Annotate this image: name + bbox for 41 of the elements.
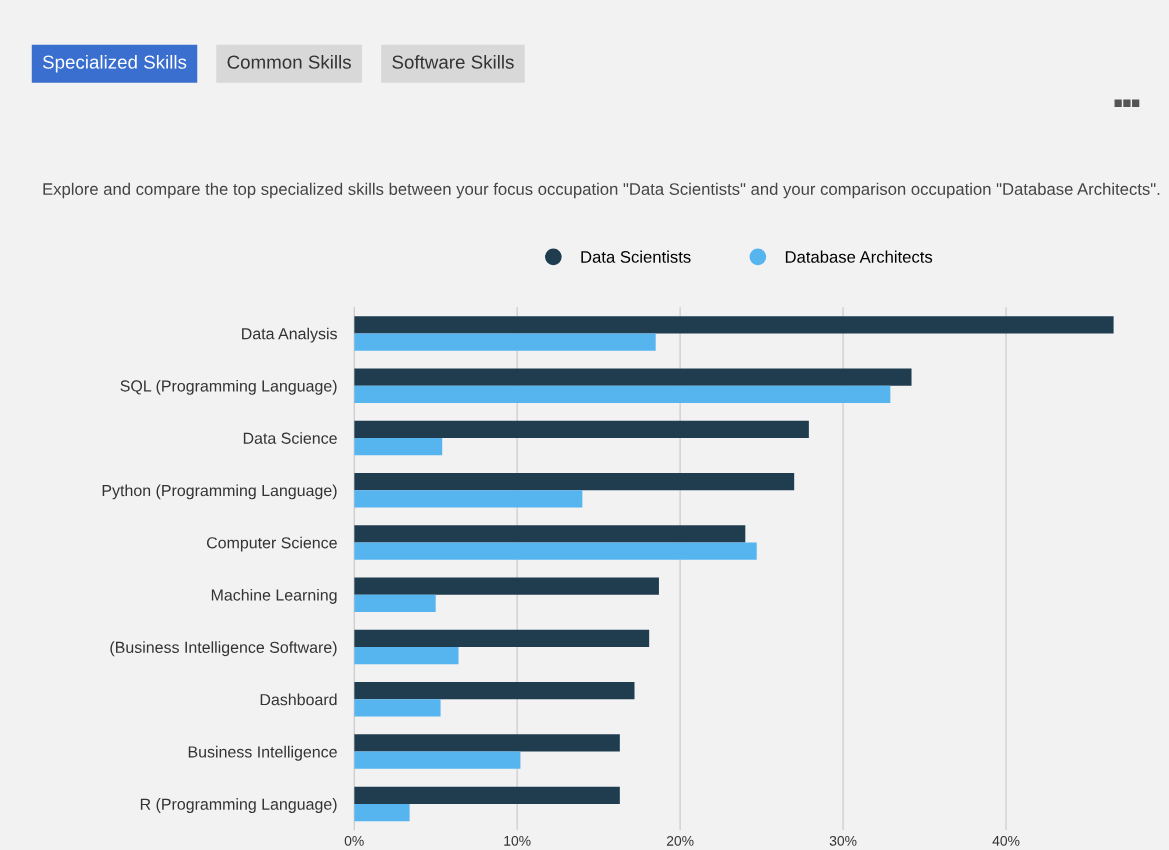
bar xyxy=(354,420,809,438)
bar xyxy=(354,542,757,560)
y-tick-label: Dashboard xyxy=(260,693,337,706)
x-tick-label: 20% xyxy=(666,835,694,846)
bar xyxy=(354,803,410,822)
bar xyxy=(354,577,659,595)
y-tick-label: Data Science xyxy=(243,432,337,444)
y-tick-label: R (Programming Language) xyxy=(140,798,337,813)
chart-subtitle: Explore and compare the top specialized skills between your focus occupation "Data Scientists" and your comparison occupation "Database Architects". xyxy=(43,182,1160,199)
x-tick-label: 0% xyxy=(344,835,364,846)
bar xyxy=(354,525,746,543)
y-tick-label: (Business Intelligence Software) xyxy=(110,641,337,657)
bar xyxy=(354,647,459,665)
bar xyxy=(354,333,656,351)
y-tick-label: Machine Learning xyxy=(211,589,337,604)
bar xyxy=(354,682,635,700)
bar xyxy=(354,594,436,613)
bar xyxy=(354,490,583,508)
bar xyxy=(354,385,891,403)
bar xyxy=(354,734,620,752)
bar xyxy=(354,629,650,648)
x-tick-label: 10% xyxy=(504,835,531,846)
bar xyxy=(354,786,620,804)
text: Specialized Skills xyxy=(42,55,187,73)
legend-label: Data Scientists xyxy=(581,250,691,263)
bar xyxy=(354,751,521,769)
y-tick-label: Computer Science xyxy=(206,536,337,552)
bar xyxy=(354,437,443,456)
y-tick-label: Data Analysis xyxy=(242,327,337,343)
y-tick-label: SQL (Programming Language) xyxy=(120,379,337,395)
legend-label: Database Architects xyxy=(785,250,933,263)
bar xyxy=(354,316,1114,334)
x-tick-label: 40% xyxy=(992,835,1020,846)
bar xyxy=(354,699,441,717)
bar xyxy=(354,472,795,491)
y-tick-label: Python (Programming Language) xyxy=(102,484,337,500)
bar xyxy=(354,368,912,386)
x-tick-label: 30% xyxy=(829,835,857,846)
y-tick-label: Business Intelligence xyxy=(188,745,337,761)
text: Software Skills xyxy=(392,55,514,69)
text: Common Skills xyxy=(227,55,351,69)
